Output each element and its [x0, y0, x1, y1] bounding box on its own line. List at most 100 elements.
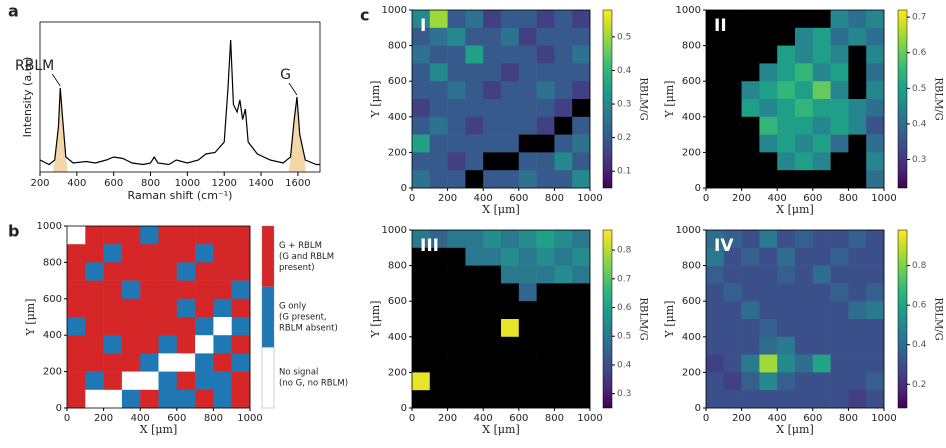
map-cell [777, 354, 796, 373]
x-tick-label: 400 [474, 193, 493, 204]
map-cell [85, 298, 104, 318]
map-cell [465, 10, 484, 29]
x-tick-label: 200 [732, 413, 751, 424]
x-tick-label: 0 [703, 193, 709, 204]
map-cell [412, 45, 431, 64]
y-tick-label: 400 [388, 112, 407, 123]
y-tick-label: 200 [682, 367, 701, 378]
map-cell [429, 116, 448, 135]
axes-frame [411, 9, 591, 189]
map-cell [741, 247, 760, 266]
map-cell [501, 247, 520, 266]
map-cell [830, 10, 849, 29]
map-cell [706, 99, 725, 118]
map-cell [777, 116, 796, 135]
map-cell [140, 317, 159, 336]
map-cell [536, 336, 555, 355]
map-cell [812, 230, 831, 249]
map-cell [866, 10, 885, 29]
map-cell [412, 10, 431, 29]
map-cell [848, 116, 867, 135]
y-tick-label: 0 [401, 183, 407, 194]
map-cell [412, 301, 431, 320]
legend-swatch [261, 225, 275, 287]
map-cell [777, 265, 796, 284]
map-cell [501, 116, 520, 135]
colorbar-tick-label: 0.3 [617, 389, 631, 399]
map-cell [759, 45, 778, 64]
map-cell [812, 170, 831, 189]
map-cell [572, 336, 591, 355]
map-cell [158, 353, 178, 372]
map-cell [429, 354, 448, 373]
y-axis-label: Intensity (a.u.) [21, 57, 34, 138]
colorbar-tick-label: 0.6 [912, 48, 927, 58]
map-cell [518, 63, 537, 82]
map-cell [812, 81, 831, 100]
map-cell [158, 317, 178, 336]
map-cell [465, 354, 484, 373]
map-cell [536, 116, 555, 135]
map-cell [777, 45, 796, 64]
map-cell [741, 81, 760, 100]
map-cell [795, 301, 814, 320]
map-cell [572, 152, 591, 171]
map-cell [777, 301, 796, 320]
map-cell [121, 280, 141, 300]
map-cell [759, 301, 778, 320]
axes-frame [705, 9, 885, 189]
map-cell [67, 371, 86, 391]
map-cell [812, 283, 831, 302]
map-cell [67, 389, 86, 409]
map-cell [231, 371, 251, 391]
map-cell [554, 319, 573, 338]
map-cell [67, 262, 86, 281]
map-cell [213, 280, 232, 300]
x-tick-label: 200 [438, 193, 457, 204]
map-cell [554, 10, 573, 29]
map-cell [121, 262, 141, 281]
map-cell [465, 319, 484, 338]
map-cell [501, 45, 520, 64]
map-cell [572, 390, 591, 409]
map-cell [795, 152, 814, 171]
map-cell [518, 265, 537, 284]
map-cell [501, 170, 520, 189]
map-cell [706, 372, 725, 391]
map-cell [866, 283, 885, 302]
y-tick-label: 0 [695, 403, 701, 414]
map-cell [501, 301, 520, 320]
map-cell [213, 298, 232, 318]
y-tick-label: 200 [388, 147, 407, 158]
map-cell [723, 10, 742, 29]
map-cell [866, 45, 885, 64]
map-cell [812, 45, 831, 64]
map-cell [554, 336, 573, 355]
map-cell [866, 63, 885, 82]
annotation-arrow [51, 73, 61, 87]
map-cell [759, 116, 778, 135]
map-cell [759, 170, 778, 189]
map-cell [465, 283, 484, 302]
map-cell [723, 99, 742, 118]
map-cell [848, 265, 867, 284]
legend-label: (no G, no RBLM) [279, 379, 348, 389]
map-cell [447, 372, 466, 391]
map-cell [103, 335, 123, 354]
map-cell [706, 230, 725, 249]
map-cell [866, 170, 885, 189]
map-cell [158, 389, 178, 409]
map-cell [536, 283, 555, 302]
map-cell [723, 116, 742, 135]
map-cell [554, 265, 573, 284]
map-cell [518, 230, 537, 249]
map-cell [723, 170, 742, 189]
colorbar [602, 9, 613, 189]
colorbar-label: RBLM/G [933, 297, 944, 340]
map-cell [412, 134, 431, 153]
x-tick-label: 200 [30, 178, 49, 189]
map-cell [158, 280, 178, 300]
map-cell [412, 319, 431, 338]
map-cell [830, 27, 849, 46]
map-cell [121, 226, 141, 245]
